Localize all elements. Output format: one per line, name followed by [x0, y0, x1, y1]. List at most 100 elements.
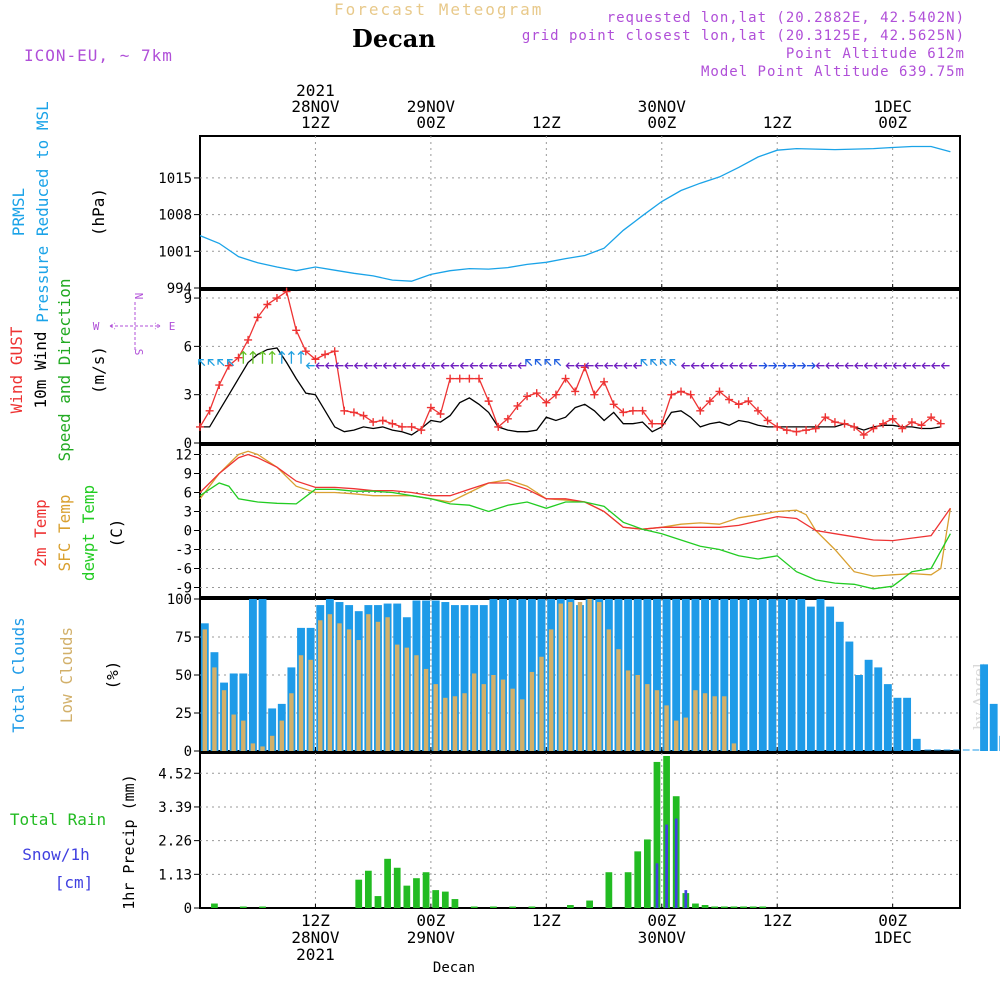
gust-marker: [196, 422, 204, 431]
total-cloud-bar: [691, 599, 700, 751]
wind-direction-arrow: [440, 362, 450, 370]
wind-direction-arrow: [198, 359, 206, 367]
snow-bar: [684, 890, 688, 908]
gust-marker: [696, 406, 705, 415]
total-cloud-bar: [239, 673, 248, 751]
rain-bar: [403, 885, 411, 908]
gust-marker: [667, 390, 676, 399]
temp-axis-label: 2m Temp: [31, 499, 50, 566]
top-time-label: 1DEC: [873, 97, 912, 116]
total-cloud-bar: [768, 599, 777, 751]
low-cloud-bar: [356, 640, 361, 751]
compass-east-label: E: [169, 320, 176, 333]
rain-bar: [586, 900, 593, 908]
precip-axis-title: 1hr Precip (mm): [120, 774, 138, 909]
wind-direction-arrow: [659, 359, 668, 367]
gust-marker: [638, 406, 647, 415]
gust-marker: [311, 355, 320, 364]
gust-marker: [715, 387, 724, 396]
bottom-time-label: 12Z: [532, 911, 561, 930]
pressure-line: [199, 145, 951, 282]
low-cloud-bar: [491, 675, 496, 751]
gust-marker: [705, 397, 714, 406]
total-cloud-bar: [797, 599, 806, 751]
rain-bar: [605, 872, 613, 908]
wind-unit-label: (m/s): [89, 346, 108, 394]
wind-direction-arrow: [517, 362, 527, 370]
wind-direction-arrow: [268, 350, 276, 364]
gust-marker: [677, 387, 686, 396]
total-cloud-bar: [681, 599, 690, 751]
snow-bar: [674, 818, 678, 908]
top-time-label: 00Z: [647, 113, 676, 132]
y-tick-label: 3: [184, 388, 192, 404]
top-time-label: 29NOV: [407, 97, 456, 116]
wind-direction-arrow: [640, 359, 648, 367]
y-tick-label: 12: [175, 448, 192, 464]
gust-marker: [474, 374, 483, 383]
rain-bar: [528, 906, 536, 908]
low-cloud-bar: [606, 629, 612, 751]
y-tick-label: 0: [184, 901, 192, 917]
total-cloud-bar: [441, 602, 450, 751]
low-cloud-bar: [212, 667, 217, 751]
low-cloud-bar: [645, 684, 650, 751]
rain-bar: [441, 891, 449, 908]
rain-bar: [451, 899, 459, 908]
model-altitude: Model Point Altitude 639.75m: [700, 64, 965, 80]
total-cloud-bar: [874, 667, 883, 751]
y-tick-label: 6: [184, 486, 192, 502]
low-cloud-bar: [250, 743, 256, 751]
rain-bar: [643, 839, 651, 908]
gust-marker: [619, 408, 628, 417]
low-cloud-bar: [318, 620, 323, 751]
low-cloud-bar: [260, 746, 265, 751]
temp-unit-label: (C): [107, 519, 126, 548]
gust-marker: [686, 390, 695, 399]
gust-marker: [811, 424, 820, 433]
wind-direction-arrow: [931, 362, 940, 370]
total-cloud-bar: [989, 703, 998, 751]
wind-direction-arrow: [632, 362, 642, 370]
rain-bar: [634, 851, 642, 908]
y-tick-label: 50: [175, 668, 192, 684]
low-cloud-bar: [654, 690, 660, 751]
rain-bar: [740, 906, 747, 908]
gust-marker: [465, 374, 474, 383]
wind-direction-arrow: [825, 362, 835, 370]
y-tick-label: 9: [184, 291, 192, 307]
gust-marker: [330, 347, 339, 356]
wind-direction-arrow: [940, 362, 950, 370]
gust-marker: [792, 427, 801, 436]
low-cloud-bar: [520, 699, 525, 751]
wind-direction-arrow: [525, 359, 533, 367]
gust-marker: [628, 406, 637, 415]
wind-direction-arrow: [305, 362, 315, 370]
low-cloud-bar: [471, 673, 477, 751]
wind-direction-arrow: [623, 362, 633, 370]
total-cloud-bar: [778, 599, 786, 751]
compass-north-label: N: [132, 293, 145, 300]
wind-direction-axis-label: Speed and Direction: [55, 278, 74, 461]
gust-marker: [253, 313, 262, 322]
wind-direction-arrow: [584, 362, 594, 370]
bottom-time-label: 00Z: [647, 911, 676, 930]
snow-unit-label: [cm]: [55, 873, 94, 892]
rain-bar: [730, 906, 738, 908]
wind-direction-arrow: [613, 362, 623, 370]
rain-bar: [470, 906, 478, 908]
bottom-time-label: 12Z: [301, 911, 330, 930]
clouds-unit-label: (%): [103, 661, 122, 690]
wind-direction-arrow: [892, 362, 902, 370]
gust-marker: [359, 411, 368, 420]
location-title: Decan: [352, 24, 436, 53]
gust-marker: [282, 287, 291, 296]
temp-2m-line: [199, 453, 951, 542]
wind-direction-arrow: [709, 362, 719, 370]
low-cloud-bar: [462, 693, 467, 751]
y-tick-label: 1015: [158, 171, 192, 187]
top-time-label: 12Z: [532, 113, 561, 132]
low-cloud-bar: [375, 621, 381, 751]
gust-marker: [513, 401, 522, 410]
wind-axis-label: 10m Wind: [31, 331, 50, 408]
